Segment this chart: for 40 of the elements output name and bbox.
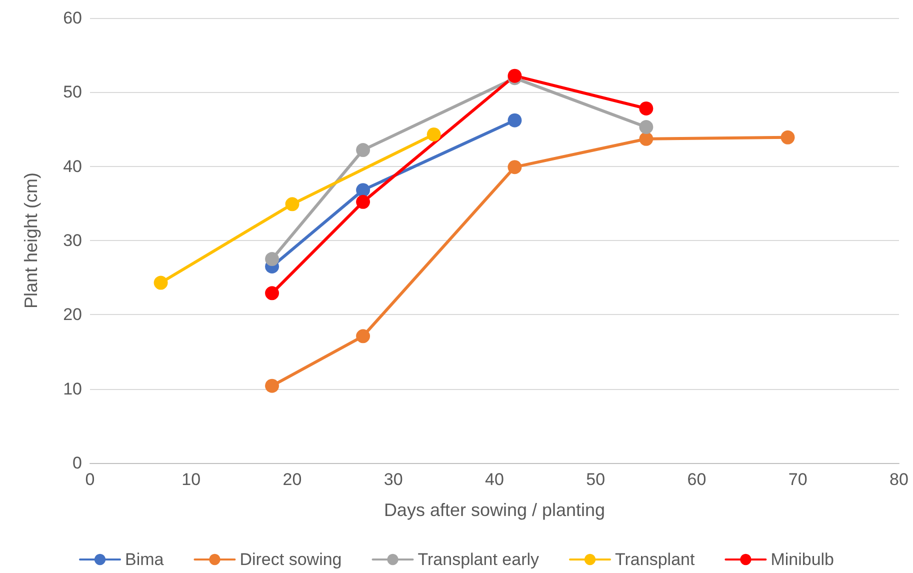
- point: [265, 286, 280, 300]
- legend-label: Bima: [124, 550, 164, 569]
- x-tick-label: 60: [687, 470, 706, 489]
- x-tick-label: 40: [485, 470, 504, 489]
- y-tick-label: 60: [63, 8, 82, 28]
- legend-label: Transplant: [615, 550, 695, 569]
- point: [265, 378, 280, 393]
- y-axis-title: Plant height (cm): [21, 172, 41, 309]
- y-tick-label: 50: [63, 82, 82, 102]
- x-tick-label: 80: [890, 470, 908, 489]
- point: [356, 194, 370, 209]
- x-tick-label: 20: [282, 470, 302, 489]
- x-axis-title: Days after sowing / planting: [384, 500, 606, 520]
- point: [426, 127, 441, 142]
- point: [508, 68, 522, 83]
- x-tick-label: 50: [586, 470, 606, 489]
- point: [639, 120, 654, 134]
- y-tick-label: 30: [63, 231, 82, 250]
- x-tick-label: 70: [788, 470, 808, 489]
- legend-label: Direct sowing: [240, 550, 342, 569]
- point: [639, 132, 654, 146]
- x-tick-label: 30: [384, 470, 403, 489]
- y-tick-label: 10: [63, 379, 82, 398]
- point: [285, 197, 300, 212]
- point: [356, 143, 370, 158]
- point: [780, 130, 795, 144]
- legend-label: Transplant early: [418, 550, 540, 569]
- point: [356, 183, 370, 198]
- point: [356, 329, 370, 344]
- y-tick-label: 0: [72, 454, 82, 472]
- point: [639, 101, 654, 116]
- legend-label: Minibulb: [770, 550, 834, 569]
- point: [154, 276, 168, 290]
- point: [508, 160, 522, 174]
- y-tick-label: 40: [63, 156, 82, 176]
- point: [508, 113, 522, 128]
- point: [265, 252, 280, 266]
- x-tick-label: 10: [182, 470, 201, 489]
- y-tick-label: 20: [63, 305, 82, 324]
- x-tick-label: 0: [85, 470, 95, 489]
